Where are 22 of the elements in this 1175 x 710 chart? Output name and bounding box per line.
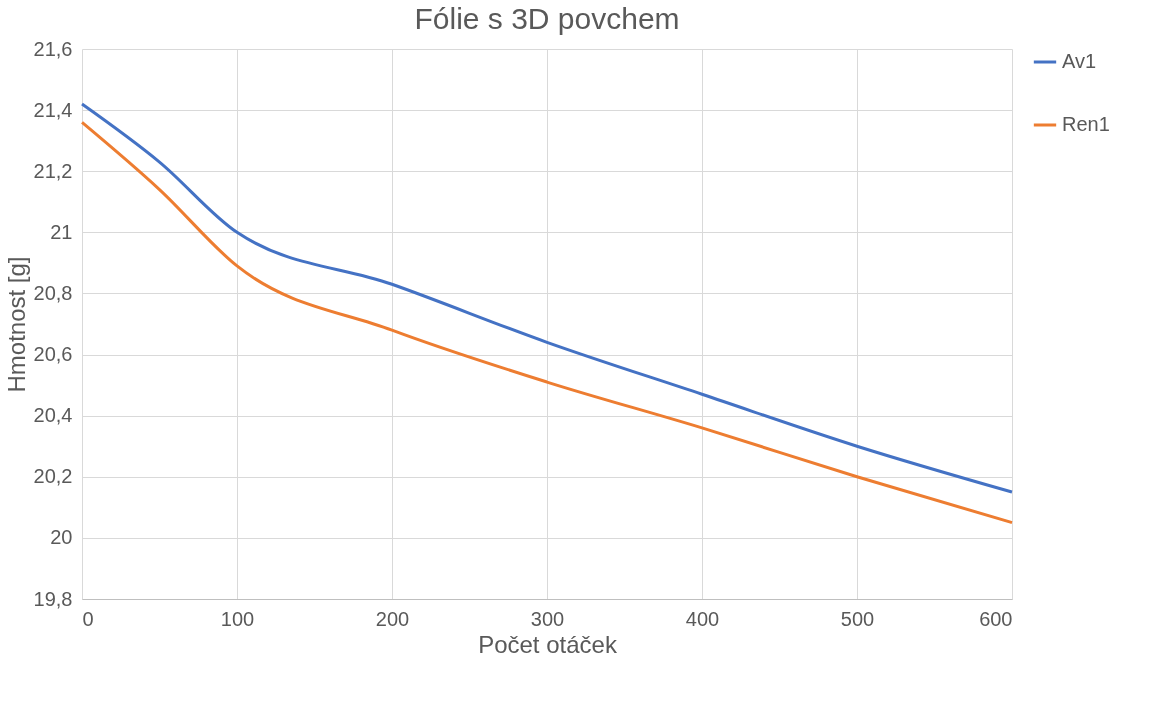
x-tick-label: 200: [375, 607, 410, 630]
y-tick-label: 20,2: [33, 465, 73, 488]
x-tick-label: 600: [979, 607, 1013, 630]
y-axis-title: Hmotnost [g]: [2, 256, 30, 393]
x-tick-label: 500: [840, 607, 875, 630]
x-tick-label: 300: [530, 607, 565, 630]
y-tick-label: 20,4: [33, 404, 73, 427]
y-tick-label: 20,8: [33, 281, 73, 304]
x-tick-label: 0: [82, 607, 94, 630]
x-tick-label: 400: [685, 607, 720, 630]
y-tick-label: 20: [50, 526, 73, 549]
legend-label: Av1: [1062, 50, 1097, 72]
x-axis-title: Počet otáček: [478, 630, 618, 658]
chart-title: Fólie s 3D povchem: [414, 2, 680, 35]
y-tick-label: 20,6: [33, 343, 73, 366]
y-tick-label: 21: [50, 220, 73, 243]
y-tick-label: 21,4: [33, 98, 73, 121]
y-tick-label: 19,8: [33, 587, 73, 610]
x-tick-label: 100: [220, 607, 255, 630]
y-tick-label: 21,6: [33, 37, 73, 60]
legend-label: Ren1: [1062, 113, 1110, 135]
y-tick-label: 21,2: [33, 159, 73, 182]
